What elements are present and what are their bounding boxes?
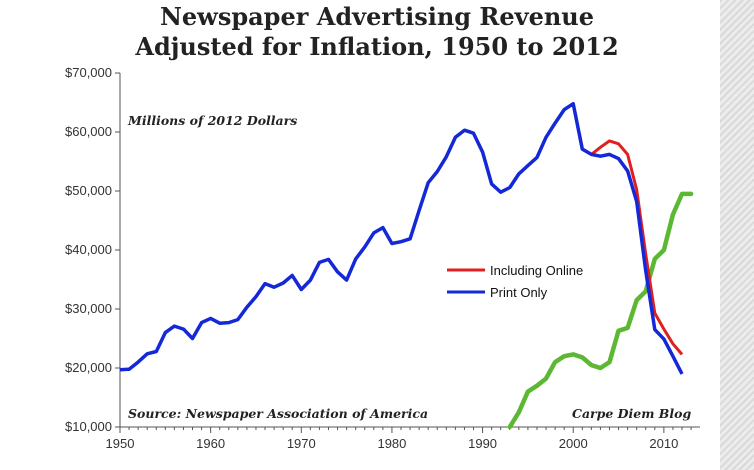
y-tick-label: $40,000: [65, 242, 112, 257]
y-tick-label: $60,000: [65, 124, 112, 139]
x-tick-label: 2010: [649, 436, 678, 451]
legend-item-including-online: Including Online: [490, 263, 583, 278]
y-tick-label: $50,000: [65, 183, 112, 198]
x-tick-label: 1980: [377, 436, 406, 451]
axes: $10,000 $20,000 $30,000 $40,000 $50,000 $60,0…: [65, 65, 700, 451]
background-strip: [720, 0, 754, 470]
credit-note: Carpe Diem Blog: [572, 406, 691, 421]
y-tick-label: $20,000: [65, 360, 112, 375]
x-tick-label: 1990: [468, 436, 497, 451]
green-curve: [507, 191, 694, 430]
series-line-print-only: [119, 101, 684, 375]
series-line-including-online: [571, 103, 684, 356]
x-tick-label: 1970: [287, 436, 316, 451]
source-note: Source: Newspaper Association of America: [128, 406, 428, 421]
x-tick-label: 1960: [196, 436, 225, 451]
x-tick-label: 2000: [559, 436, 588, 451]
legend: Including Online Print Only: [447, 263, 583, 300]
chart-title-line-2: Adjusted for Inflation, 1950 to 2012: [135, 32, 619, 61]
legend-item-print-only: Print Only: [490, 285, 548, 300]
chart-title-line-1: Newspaper Advertising Revenue: [159, 2, 595, 31]
series-lines: [119, 101, 694, 430]
x-tick-label: 1950: [106, 436, 135, 451]
y-tick-label: $10,000: [65, 419, 112, 434]
y-tick-label: $30,000: [65, 301, 112, 316]
units-note: Millions of 2012 Dollars: [127, 113, 297, 128]
y-tick-label: $70,000: [65, 65, 112, 80]
